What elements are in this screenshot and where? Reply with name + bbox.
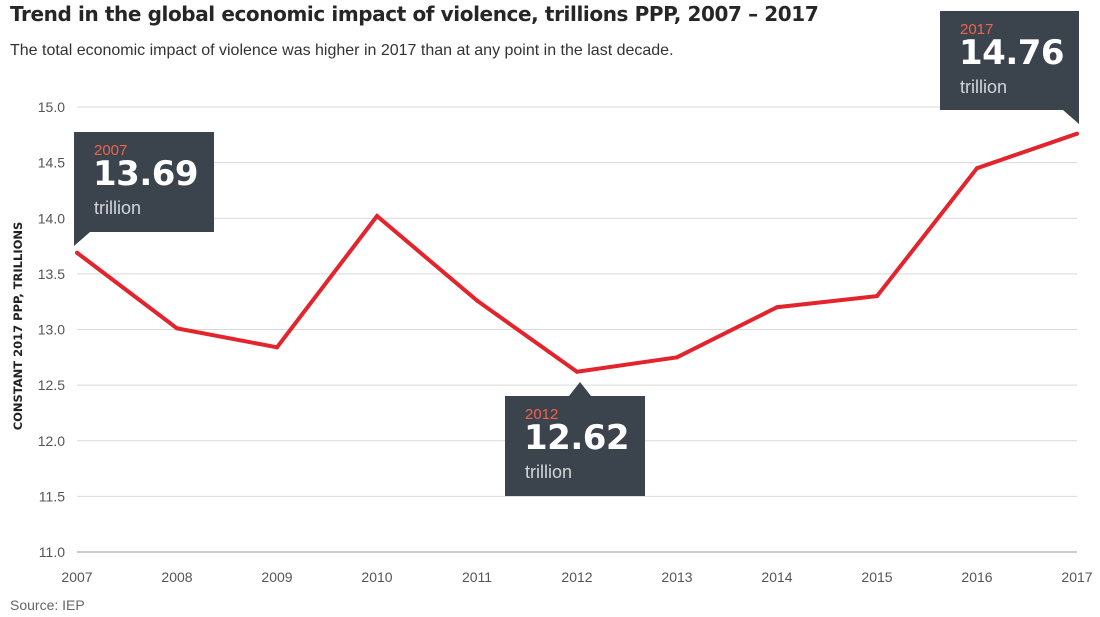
data-point (875, 294, 879, 299)
callout-unit: trillion (960, 77, 1008, 97)
y-axis-ticks: 11.0 11.5 12.0 12.5 13.0 13.5 14.0 14.5 15.0 (38, 99, 65, 560)
data-point (1075, 131, 1079, 136)
x-tick-label: 2012 (561, 569, 592, 585)
x-tick-label: 2009 (261, 569, 292, 585)
y-tick-label: 14.5 (38, 155, 65, 171)
data-point (575, 369, 579, 374)
chart-subtitle: The total economic impact of violence wa… (10, 42, 674, 59)
callout-year: 2012 (525, 406, 559, 423)
y-axis-label: CONSTANT 2017 PPP, TRILLIONS (11, 222, 25, 431)
y-tick-label: 11.0 (39, 544, 65, 560)
x-tick-label: 2007 (61, 569, 92, 585)
y-tick-label: 15.0 (38, 99, 65, 115)
source-note: Source: IEP (10, 597, 85, 613)
data-point (275, 345, 279, 350)
callout-pointer (1063, 110, 1079, 124)
x-axis-ticks: 2007 2008 2009 2010 2011 2012 2013 2014 2015 2016… (61, 569, 1092, 585)
callout-2007: 2007 13.69 trillion (74, 132, 214, 246)
series-line (75, 131, 1078, 374)
y-tick-label: 14.0 (38, 210, 65, 226)
callout-unit: trillion (525, 462, 573, 482)
series-group (75, 131, 1079, 374)
data-point (375, 214, 379, 219)
callout-value: 13.69 (93, 154, 199, 194)
x-tick-label: 2010 (361, 569, 392, 585)
x-tick-label: 2008 (161, 569, 192, 585)
x-tick-label: 2014 (761, 569, 792, 585)
data-point (175, 326, 179, 331)
callout-value: 12.62 (524, 418, 630, 458)
callout-value: 14.76 (959, 33, 1065, 73)
callout-year: 2007 (94, 142, 128, 159)
callout-2017: 2017 14.76 trillion (940, 11, 1079, 124)
callout-unit: trillion (94, 198, 142, 218)
y-tick-label: 12.5 (38, 377, 65, 393)
y-tick-label: 13.5 (38, 266, 65, 282)
data-point (75, 250, 79, 255)
x-tick-label: 2016 (961, 569, 992, 585)
x-tick-label: 2015 (861, 569, 892, 585)
y-tick-label: 13.0 (38, 322, 65, 338)
data-point (975, 166, 979, 171)
callout-pointer (569, 382, 591, 396)
chart-title: Trend in the global economic impact of v… (10, 2, 819, 26)
gridlines (77, 106, 1077, 553)
x-tick-label: 2013 (661, 569, 692, 585)
data-point (475, 298, 479, 303)
x-tick-label: 2011 (462, 569, 492, 585)
data-point (775, 305, 779, 310)
callout-pointer (74, 232, 90, 246)
callout-2012: 2012 12.62 trillion (505, 382, 645, 496)
y-tick-label: 12.0 (38, 433, 65, 449)
data-point (675, 355, 679, 360)
y-tick-label: 11.5 (39, 488, 65, 504)
callout-year: 2017 (960, 21, 994, 38)
x-tick-label: 2017 (1061, 569, 1092, 585)
